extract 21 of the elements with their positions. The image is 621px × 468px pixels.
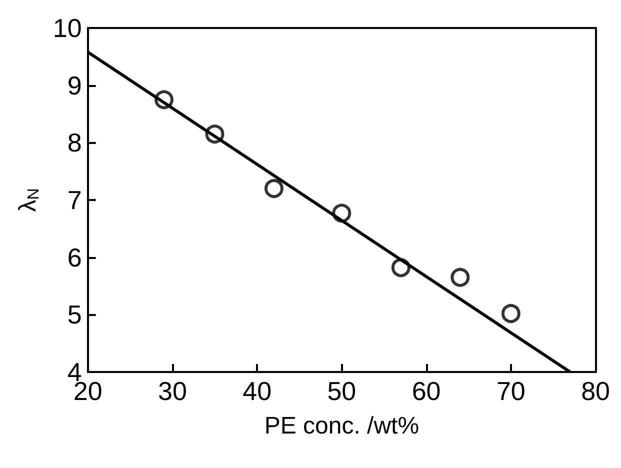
x-tick-label: 70	[496, 376, 526, 406]
y-tick-label: 7	[67, 185, 82, 215]
point	[205, 124, 224, 144]
x-tick-label: 80	[581, 376, 610, 406]
y-tick-label: 6	[67, 242, 82, 272]
y-tick-label: 8	[67, 128, 82, 158]
x-tick-label: 50	[327, 376, 356, 406]
y-tick-label: 9	[67, 70, 82, 100]
x-tick-label: 40	[242, 376, 272, 406]
point	[264, 179, 284, 198]
y-axis-title: λN	[14, 188, 42, 212]
x-axis-title: PE conc. /wt%	[264, 412, 420, 440]
point	[391, 258, 410, 278]
point	[154, 90, 174, 110]
y-tick-label: 5	[67, 300, 82, 330]
x-tick-label: 60	[412, 376, 441, 406]
point	[501, 304, 520, 324]
x-tick-label: 30	[158, 376, 187, 406]
point	[332, 204, 352, 223]
point	[450, 268, 470, 287]
y-tick-label: 10	[52, 13, 82, 43]
